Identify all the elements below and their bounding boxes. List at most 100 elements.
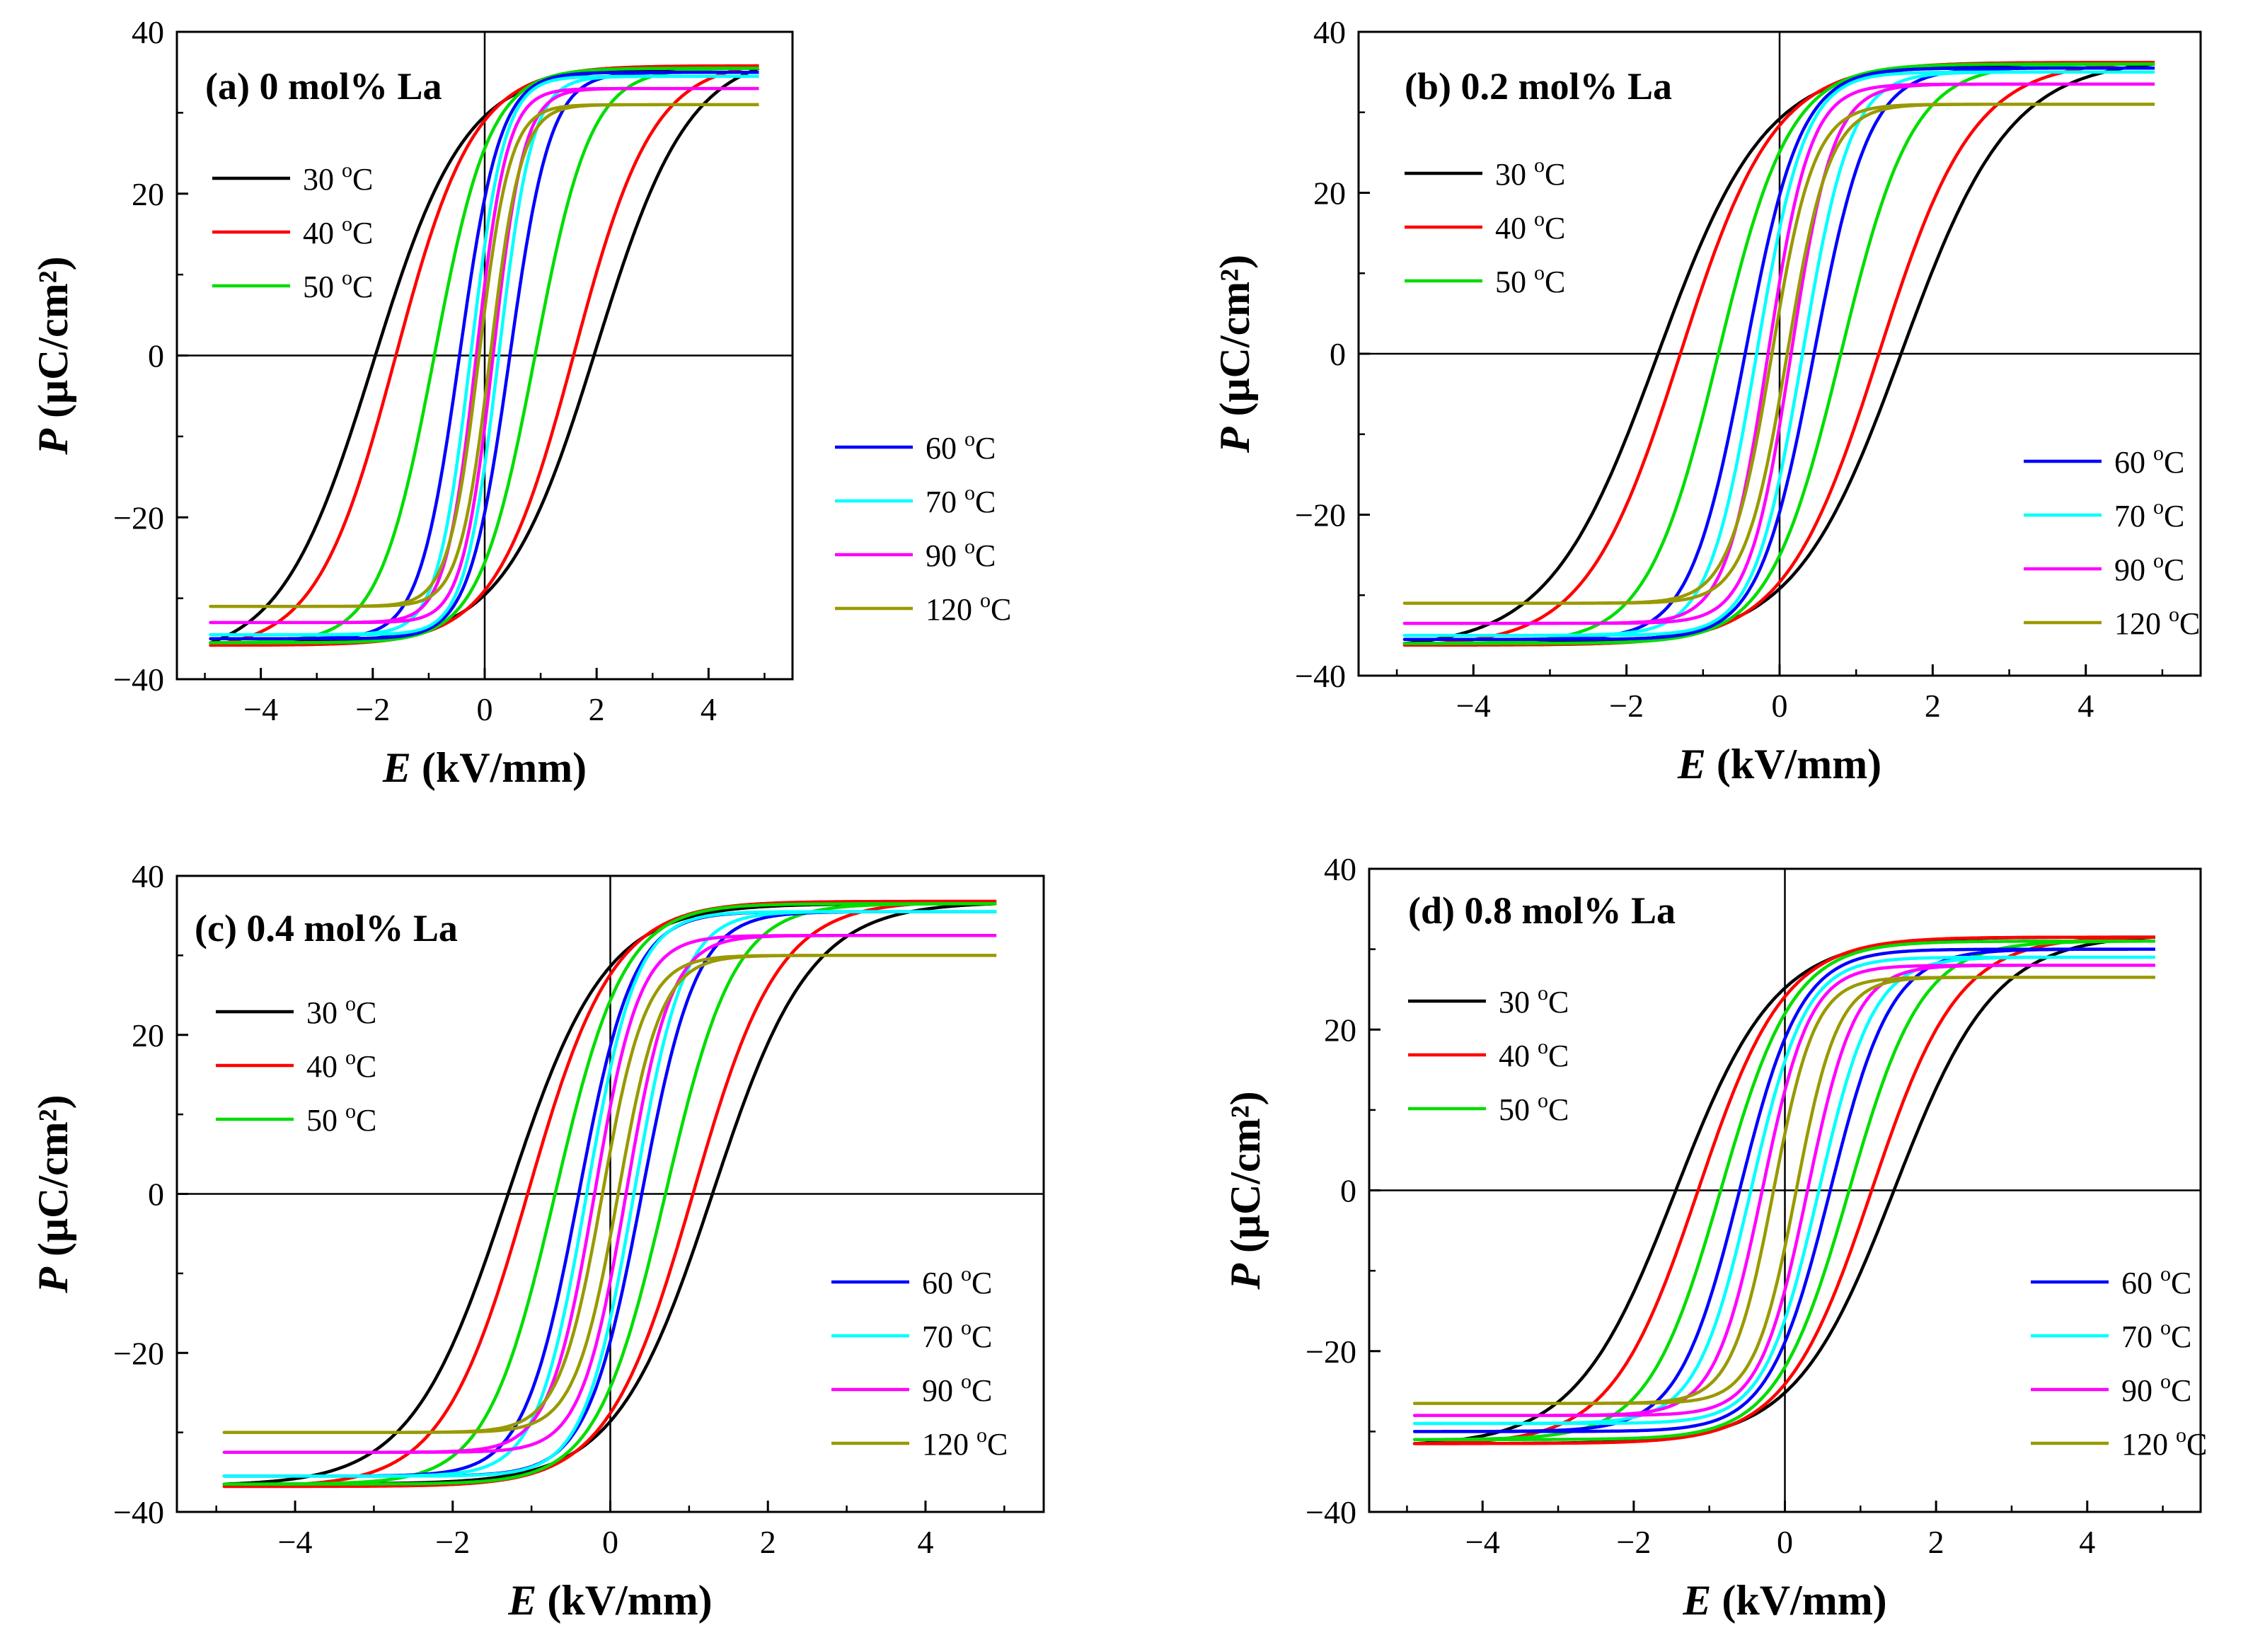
legend-entry: 50 oC	[1499, 1089, 1569, 1127]
series-line-90C	[1402, 82, 2155, 625]
legend-top: 30 oC 40 oC 50 oC	[216, 992, 376, 1138]
legend-entry: 90 oC	[2114, 549, 2184, 587]
y-tick-label: 0	[1330, 336, 1346, 372]
x-tick-label: −4	[278, 1524, 313, 1560]
y-axis-title: P (μC/cm²)	[1211, 255, 1258, 454]
x-tick-label: −4	[1456, 688, 1491, 724]
series-line-120C	[222, 954, 997, 1434]
y-tick-label: 40	[132, 858, 164, 894]
x-tick-label: 4	[2079, 1524, 2095, 1560]
panel-title: (d) 0.8 mol% La	[1408, 889, 1676, 932]
series-line-60C	[1412, 947, 2155, 1433]
loops	[1402, 60, 2155, 647]
x-tick-label: 2	[1928, 1524, 1944, 1560]
legend-entry: 70 oC	[922, 1316, 992, 1354]
x-tick-label: −4	[243, 691, 278, 727]
legend-entry: 70 oC	[2114, 495, 2184, 533]
legend-entry: 30 oC	[303, 158, 373, 197]
legend-entry: 120 oC	[2114, 603, 2200, 641]
y-tick-label: −40	[113, 662, 164, 698]
x-axis-title: E (kV/mm)	[1677, 741, 1881, 787]
legend-entry: 60 oC	[2114, 441, 2184, 480]
x-tick-label: 0	[1772, 688, 1788, 724]
legend-entry: 40 oC	[1499, 1035, 1569, 1073]
x-tick-label: −2	[355, 691, 390, 727]
series-line-70C	[222, 910, 997, 1478]
series-line-60C	[1402, 66, 2155, 642]
series-line-70C	[1412, 955, 2155, 1426]
legend-entry: 120 oC	[2121, 1423, 2207, 1462]
panel-title: (c) 0.4 mol% La	[195, 907, 458, 949]
legend-entry: 90 oC	[2121, 1370, 2191, 1408]
y-tick-label: 0	[1340, 1173, 1356, 1209]
x-tick-label: −2	[1616, 1524, 1651, 1560]
series-line-120C	[1402, 103, 2155, 605]
x-tick-label: 4	[917, 1524, 933, 1560]
legend-entry: 50 oC	[1495, 261, 1565, 299]
series-line-50C	[209, 67, 760, 645]
y-tick-label: 40	[1324, 851, 1356, 887]
x-tick-label: 2	[589, 691, 605, 727]
y-tick-label: 0	[148, 338, 164, 374]
legend-bottom: 60 oC 70 oC 90 oC 120 oC	[831, 1262, 1008, 1462]
legend-top: 30 oC 40 oC 50 oC	[1405, 154, 1565, 299]
y-tick-label: 0	[148, 1177, 164, 1213]
series-line-70C	[1402, 70, 2155, 637]
y-axis-title: P (μC/cm²)	[1222, 1091, 1269, 1290]
y-tick-label: 20	[1313, 175, 1346, 212]
legend-entry: 40 oC	[306, 1046, 376, 1084]
panel-title: (a) 0 mol% La	[205, 65, 442, 108]
legend-entry: 50 oC	[306, 1099, 376, 1138]
x-tick-label: 4	[701, 691, 717, 727]
legend-top: 30 oC 40 oC 50 oC	[212, 158, 373, 304]
x-tick-label: 0	[1777, 1524, 1793, 1560]
legend-entry: 90 oC	[922, 1370, 992, 1408]
legend-entry: 40 oC	[303, 212, 373, 250]
legend-bottom: 60 oC 70 oC 90 oC 120 oC	[835, 427, 1011, 627]
loops	[222, 899, 997, 1489]
x-tick-label: −2	[435, 1524, 470, 1560]
y-tick-label: −40	[1306, 1494, 1356, 1530]
legend-entry: 70 oC	[2121, 1316, 2191, 1354]
series-line-50C	[1412, 940, 2155, 1441]
loops	[1412, 935, 2155, 1445]
y-axis-title: P (μC/cm²)	[30, 256, 76, 455]
x-tick-label: 2	[760, 1524, 776, 1560]
legend-top: 30 oC 40 oC 50 oC	[1408, 981, 1569, 1127]
y-tick-label: 20	[1324, 1012, 1356, 1048]
x-axis-title: E (kV/mm)	[382, 744, 587, 791]
y-tick-label: −40	[113, 1494, 164, 1530]
series-line-60C	[209, 70, 760, 641]
x-tick-label: 2	[1925, 688, 1941, 724]
series-line-50C	[222, 902, 997, 1486]
series-line-40C	[1412, 935, 2155, 1445]
legend-bottom: 60 oC 70 oC 90 oC 120 oC	[2024, 441, 2200, 641]
legend-entry: 120 oC	[922, 1423, 1008, 1462]
legend-entry: 50 oC	[303, 266, 373, 304]
series-line-120C	[209, 103, 760, 608]
legend-entry: 70 oC	[926, 481, 996, 519]
legend-entry: 90 oC	[926, 535, 996, 573]
x-tick-label: 4	[2077, 688, 2094, 724]
y-tick-label: −20	[113, 499, 164, 536]
y-tick-label: −20	[1295, 497, 1346, 533]
legend-entry: 40 oC	[1495, 207, 1565, 246]
series-line-50C	[1402, 62, 2155, 645]
panel-title: (b) 0.2 mol% La	[1405, 65, 1672, 108]
y-tick-label: 20	[132, 176, 164, 212]
legend-entry: 120 oC	[926, 589, 1011, 627]
x-axis-title: E (kV/mm)	[1682, 1577, 1886, 1624]
x-tick-label: 0	[477, 691, 493, 727]
legend-entry: 30 oC	[1495, 154, 1565, 192]
y-tick-label: −20	[113, 1335, 164, 1371]
series-line-70C	[209, 74, 760, 637]
y-tick-label: 40	[1313, 14, 1346, 50]
y-tick-label: 20	[132, 1017, 164, 1053]
legend-entry: 60 oC	[926, 427, 996, 466]
series-line-90C	[222, 934, 997, 1454]
